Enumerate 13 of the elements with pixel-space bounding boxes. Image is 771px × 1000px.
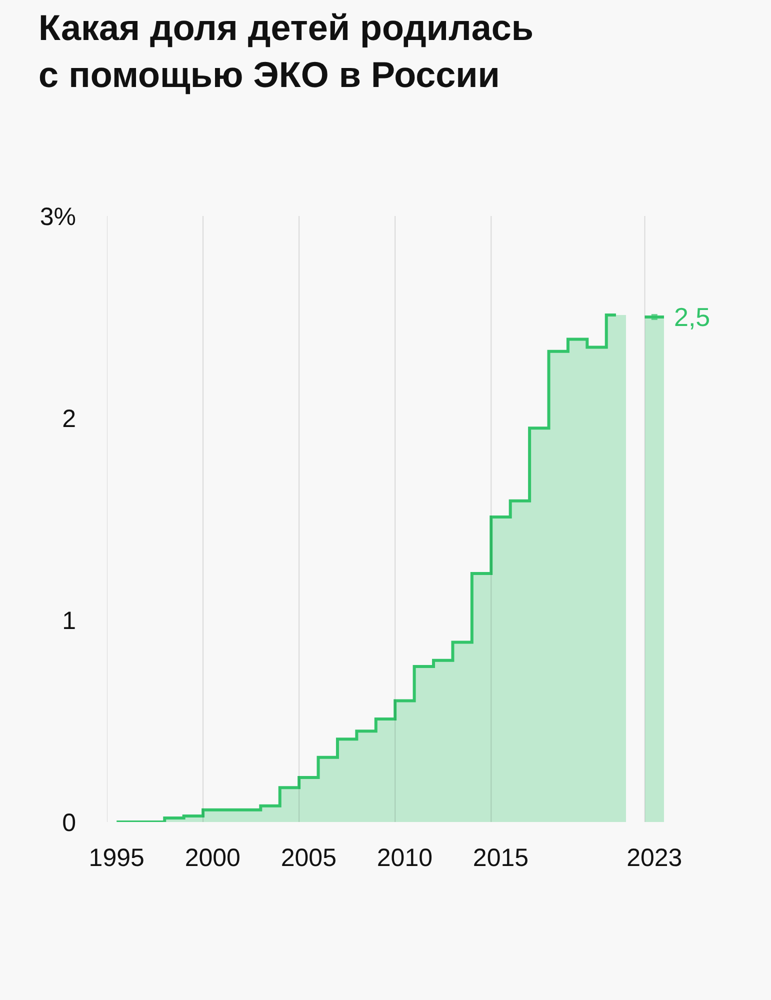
x-tick-label: 2010 — [376, 844, 433, 872]
x-tick-label: 2023 — [626, 844, 682, 872]
x-tick-label: 2015 — [472, 844, 529, 872]
y-tick-label: 3% — [40, 202, 76, 231]
y-tick-label: 0 — [62, 808, 76, 837]
x-tick-label: 2005 — [280, 844, 336, 872]
y-tick-label: 1 — [62, 606, 76, 635]
chart-title: Какая доля детей родилась с помощью ЭКО в России — [38, 7, 534, 95]
bar — [645, 317, 664, 822]
x-tick-label: 2000 — [184, 844, 240, 872]
y-tick-label: 2 — [62, 404, 76, 433]
x-tick-label: 1995 — [88, 844, 144, 872]
data-label: 2,5 — [674, 302, 710, 332]
